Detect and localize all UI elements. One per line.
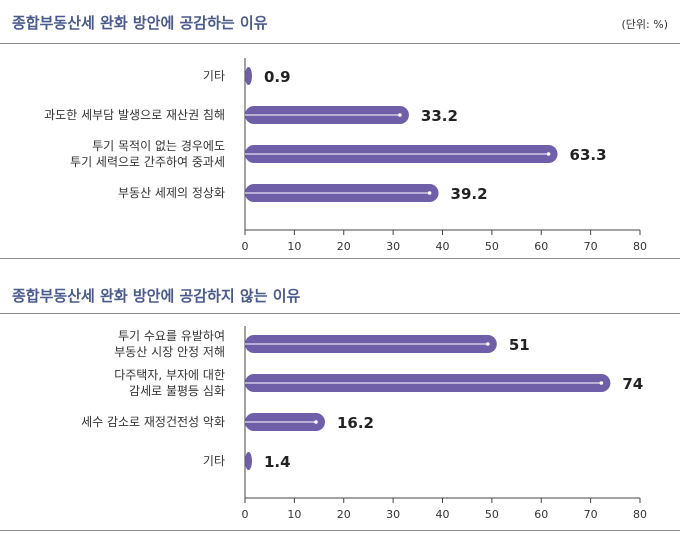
bar-inner-dot — [427, 191, 432, 195]
chart-2-title: 종합부동산세 완화 방안에 공감하지 않는 이유 — [12, 287, 301, 305]
middle-divider — [0, 258, 680, 259]
data-label: 63.3 — [570, 146, 607, 164]
chart-1-title: 종합부동산세 완화 방안에 공감하는 이유 — [12, 14, 268, 32]
category-label: 부동산 세제의 정상화 — [118, 186, 225, 200]
category-label: 과도한 세부담 발생으로 재산권 침해 — [44, 108, 225, 122]
unit-label: (단위: %) — [621, 18, 668, 31]
bar — [245, 67, 252, 85]
data-label: 33.2 — [421, 107, 458, 125]
x-tick-label: 0 — [242, 508, 249, 521]
x-tick-label: 40 — [436, 240, 450, 253]
x-tick-label: 20 — [337, 240, 351, 253]
top-divider — [0, 43, 680, 44]
x-tick-label: 60 — [534, 240, 548, 253]
data-label: 0.9 — [264, 68, 291, 86]
category-label: 세수 감소로 재정건전성 악화 — [81, 415, 225, 429]
x-tick-label: 80 — [633, 240, 647, 253]
x-tick-label: 80 — [633, 508, 647, 521]
x-tick-label: 0 — [242, 240, 249, 253]
x-tick-label: 40 — [436, 508, 450, 521]
x-tick-label: 10 — [287, 240, 301, 253]
data-label: 1.4 — [264, 453, 291, 471]
chart-2-top-divider — [0, 313, 680, 314]
bottom-divider — [0, 530, 680, 531]
x-tick-label: 20 — [337, 508, 351, 521]
bar-inner-dot — [486, 342, 490, 346]
bar-inner-dot — [398, 113, 402, 117]
x-tick-label: 30 — [386, 240, 400, 253]
data-label: 16.2 — [337, 414, 374, 432]
x-tick-label: 70 — [584, 240, 598, 253]
bar-inner-dot — [546, 152, 551, 156]
x-tick-label: 10 — [287, 508, 301, 521]
x-tick-label: 30 — [386, 508, 400, 521]
x-tick-label: 60 — [534, 508, 548, 521]
data-label: 74 — [622, 375, 643, 393]
data-label: 51 — [509, 336, 530, 354]
x-tick-label: 50 — [485, 508, 499, 521]
x-tick-label: 50 — [485, 240, 499, 253]
category-label: 투기 수요를 유발하여 부동산 시장 안정 저해 — [114, 329, 225, 359]
category-label: 투기 목적이 없는 경우에도 투기 세력으로 간주하여 중과세 — [70, 139, 225, 169]
chart-2: 0 10 20 30 40 50 60 70 80 51 투기 수요를 유발하여 부동산 시장 안정 … — [81, 326, 647, 521]
bar — [245, 452, 252, 470]
chart-1: 0 10 20 30 40 50 60 70 80 0.9 기타 33.2 과도한 세부담 발생으로 재… — [44, 58, 647, 253]
x-tick-label: 70 — [584, 508, 598, 521]
category-label: 다주택자, 부자에 대한 감세로 불평등 심화 — [114, 368, 225, 398]
category-label: 기타 — [203, 69, 225, 83]
data-label: 39.2 — [451, 185, 488, 203]
category-label: 기타 — [203, 454, 225, 468]
bar-inner-dot — [599, 381, 604, 385]
bar-inner-dot — [314, 420, 318, 424]
